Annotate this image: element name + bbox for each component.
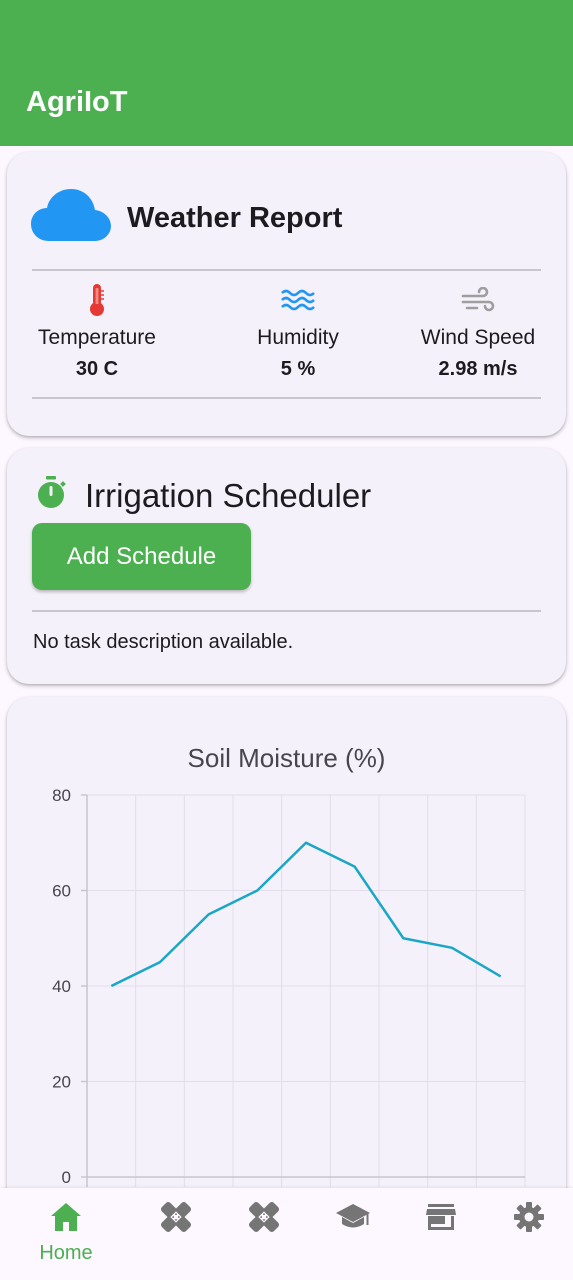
graduation-cap-icon: [335, 1203, 371, 1236]
nav-home[interactable]: Home: [21, 1188, 111, 1280]
wind-icon: [461, 287, 495, 318]
bottom-navigation: Home: [0, 1188, 573, 1280]
nav-store[interactable]: [396, 1188, 486, 1280]
wind-speed-label: Wind Speed: [415, 326, 541, 350]
y-tick-label: 80: [52, 786, 71, 805]
irrigation-scheduler-card: Irrigation Scheduler Add Schedule No tas…: [7, 448, 566, 684]
temperature-label: Temperature: [32, 326, 162, 350]
add-schedule-button[interactable]: Add Schedule: [32, 523, 251, 590]
nav-health-2[interactable]: [219, 1188, 309, 1280]
irrigation-header: Irrigation Scheduler: [35, 476, 371, 515]
divider: [32, 397, 541, 399]
app-title: AgriIoT: [26, 86, 128, 119]
nav-home-label: Home: [39, 1242, 92, 1265]
weather-title: Weather Report: [127, 202, 342, 235]
temperature-value: 30 C: [32, 358, 162, 381]
weather-report-card: Weather Report Temperature 30 C: [7, 152, 566, 436]
divider: [32, 610, 541, 612]
y-tick-label: 60: [52, 882, 71, 901]
gear-icon: [513, 1201, 545, 1238]
soil-moisture-chart: 0 20 40 60 80: [7, 697, 566, 1257]
task-description: No task description available.: [33, 631, 293, 654]
humidity-value: 5 %: [232, 358, 364, 381]
nav-health-1[interactable]: [131, 1188, 221, 1280]
series-line: [111, 843, 500, 986]
water-waves-icon: [281, 288, 315, 317]
cloud-icon: [31, 189, 111, 248]
humidity-label: Humidity: [232, 326, 364, 350]
weather-header: Weather Report: [31, 188, 342, 248]
y-tick-label: 20: [52, 1073, 71, 1092]
app-bar: AgriIoT: [0, 0, 573, 146]
humidity-stat: Humidity 5 %: [232, 282, 364, 381]
home-icon: [50, 1202, 82, 1237]
bandage-icon: [247, 1200, 281, 1239]
irrigation-title: Irrigation Scheduler: [85, 477, 371, 515]
wind-speed-stat: Wind Speed 2.98 m/s: [415, 282, 541, 381]
timer-icon: [35, 476, 67, 515]
y-tick-label: 40: [52, 977, 71, 996]
thermometer-icon: [87, 283, 107, 322]
temperature-stat: Temperature 30 C: [32, 282, 162, 381]
nav-learning[interactable]: [308, 1188, 398, 1280]
wind-speed-value: 2.98 m/s: [415, 358, 541, 381]
store-icon: [425, 1203, 457, 1236]
y-tick-label: 0: [62, 1168, 71, 1187]
nav-settings[interactable]: [484, 1188, 573, 1280]
soil-moisture-chart-card: Soil Moisture (%) 0 20 40 60 80: [7, 697, 566, 1257]
weather-stats: Temperature 30 C Humidity 5 %: [32, 282, 541, 392]
bandage-icon: [159, 1200, 193, 1239]
divider: [32, 269, 541, 271]
